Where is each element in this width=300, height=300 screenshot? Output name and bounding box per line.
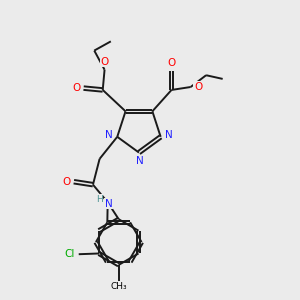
- Text: H: H: [96, 195, 103, 204]
- Text: Cl: Cl: [64, 249, 74, 259]
- Text: O: O: [167, 58, 175, 68]
- Text: N: N: [104, 199, 112, 209]
- Text: N: N: [105, 130, 112, 140]
- Text: N: N: [165, 130, 173, 140]
- Text: O: O: [194, 82, 202, 92]
- Text: O: O: [100, 57, 109, 67]
- Text: CH₃: CH₃: [110, 282, 127, 291]
- Text: N: N: [136, 155, 144, 166]
- Text: O: O: [72, 83, 80, 93]
- Text: O: O: [62, 177, 70, 187]
